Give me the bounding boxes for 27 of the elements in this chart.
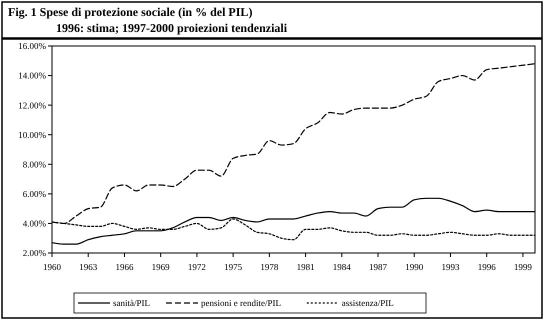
x-tick-label: 1972 [188,262,206,272]
x-tick-label: 1984 [332,262,352,272]
x-tick-label: 1978 [260,262,279,272]
x-tick-label: 1987 [369,262,388,272]
x-tick-label: 1966 [115,262,134,272]
y-tick-label: 6.00% [22,189,46,200]
y-tick-label: 2.00% [22,248,46,258]
y-tick-label: 10.00% [18,130,46,140]
x-tick-label: 1963 [79,262,98,272]
y-tick-label: 4.00% [22,218,46,229]
legend-label: assistenza/PIL [342,298,394,308]
x-tick-label: 1990 [405,262,424,272]
legend-label: pensioni e rendite/PIL [201,298,281,308]
x-tick-label: 1996 [478,262,496,272]
x-tick-label: 1969 [152,262,170,272]
y-tick-label: 8.00% [22,159,46,170]
y-tick-label: 16.00% [18,41,46,52]
x-tick-label: 1975 [224,262,243,272]
chart-title: Fig. 1 Spese di protezione sociale (in % del PIL) [8,5,252,19]
chart-subtitle: 1996: stima; 1997-2000 proiezioni tendenziali [56,21,288,35]
legend-label: sanità/PIL [113,298,150,308]
x-tick-label: 1993 [441,262,460,272]
y-tick-label: 14.00% [18,70,46,81]
x-tick-label: 1960 [43,262,62,272]
x-tick-label: 1981 [296,262,315,272]
x-tick-label: 1999 [514,262,532,272]
y-tick-label: 12.00% [18,100,46,110]
